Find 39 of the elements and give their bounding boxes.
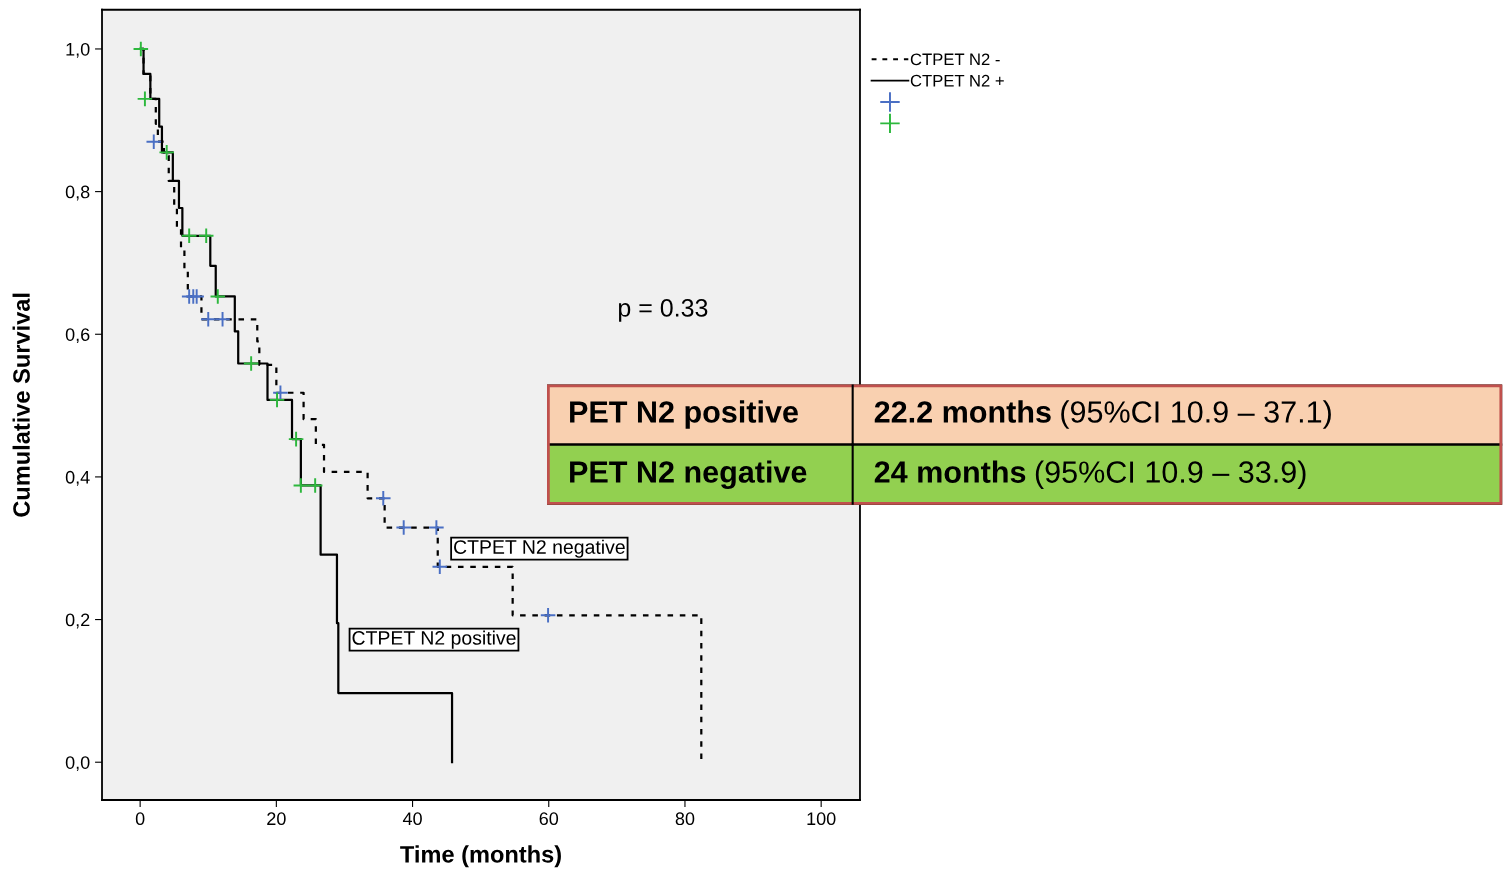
point <box>431 558 449 576</box>
point <box>395 519 412 536</box>
legend-label: CTPET N2 + <box>910 74 1004 87</box>
point <box>180 227 198 245</box>
y-tick-label: 0,2 <box>65 613 90 629</box>
x-tick-label: 100 <box>807 812 836 826</box>
point <box>242 355 260 372</box>
annotation: p = 0.33 <box>619 299 708 322</box>
point <box>287 430 305 448</box>
point <box>539 607 557 624</box>
x-tick-label: 60 <box>539 812 559 826</box>
point <box>272 384 289 401</box>
point <box>132 40 150 58</box>
y-tick-label: 0,6 <box>65 328 90 344</box>
point <box>428 519 445 536</box>
point <box>214 311 231 328</box>
x-tick-label: 40 <box>402 812 422 826</box>
point <box>306 477 324 494</box>
y-tick-label: 0,4 <box>65 470 90 486</box>
point <box>199 311 217 328</box>
y-tick-label: 0,0 <box>65 756 90 772</box>
annotation: CTPET N2 positive <box>352 630 516 649</box>
point <box>145 133 163 150</box>
point <box>375 490 392 507</box>
x-tick-label: 20 <box>267 812 286 826</box>
point <box>158 144 175 161</box>
y-tick-label: 0,8 <box>65 185 90 201</box>
x-tick-label: 80 <box>675 812 695 826</box>
x-axis-title: Time (months) <box>400 845 561 868</box>
x-tick-label: 0 <box>135 812 145 826</box>
point <box>136 90 154 108</box>
y-tick-label: 1,0 <box>66 42 90 58</box>
point <box>292 477 310 494</box>
legend-label: CTPET N2 - <box>910 53 1000 66</box>
point <box>209 288 227 305</box>
point <box>268 391 286 409</box>
y-axis-title: Cumulative Survival <box>12 293 30 517</box>
point <box>197 227 215 245</box>
annotation: CTPET N2 negative <box>454 539 625 558</box>
